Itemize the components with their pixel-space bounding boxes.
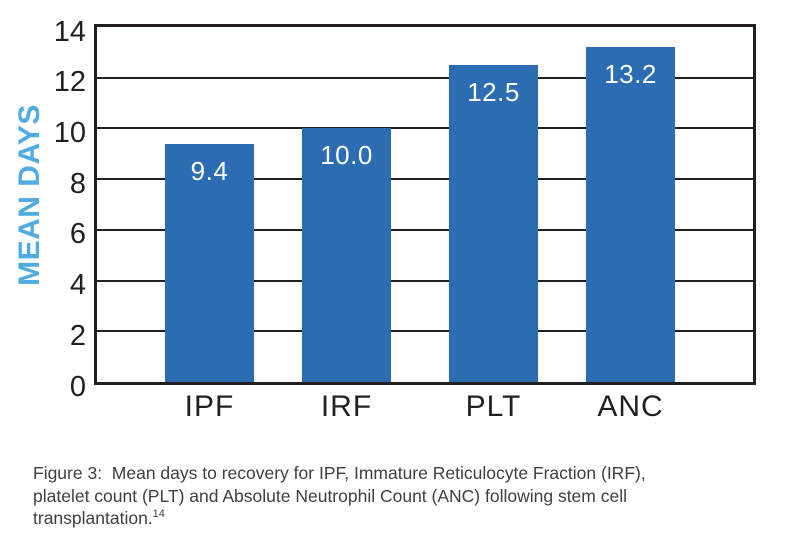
- bar-irf: 10.0: [302, 128, 391, 382]
- y-tick-label-6: 6: [69, 218, 86, 251]
- y-tick-label-12: 12: [53, 66, 86, 99]
- bar-value-label: 12.5: [467, 77, 520, 107]
- plot-area: 9.4 10.0 12.5 13.2: [94, 24, 756, 385]
- x-tick-label-anc: ANC: [597, 390, 664, 423]
- x-tick-label-ipf: IPF: [184, 390, 235, 423]
- x-tick-label-irf: IRF: [320, 390, 373, 423]
- y-tick-label-14: 14: [53, 15, 86, 48]
- y-tick-label-4: 4: [69, 269, 86, 302]
- caption-line-1: Figure 3: Mean days to recovery for IPF,…: [33, 463, 646, 483]
- gridline-y12: [97, 76, 753, 79]
- y-tick-label-2: 2: [69, 319, 86, 352]
- y-tick-label-8: 8: [69, 167, 86, 200]
- bar-value-label: 9.4: [190, 156, 229, 186]
- caption-line-3: transplantation.14: [33, 507, 773, 530]
- caption-footnote-ref: 14: [152, 508, 165, 521]
- x-tick-label-plt: PLT: [465, 390, 522, 423]
- figure-caption: Figure 3: Mean days to recovery for IPF,…: [33, 462, 773, 530]
- gridline-y2: [97, 330, 753, 333]
- gridline-y6: [97, 228, 753, 231]
- gridline-y8: [97, 178, 753, 181]
- bar-value-label: 10.0: [320, 140, 373, 170]
- bar-ipf: 9.4: [165, 144, 254, 382]
- bar-plt: 12.5: [449, 65, 538, 382]
- caption-line-2: platelet count (PLT) and Absolute Neutro…: [33, 485, 627, 506]
- bar-value-label: 13.2: [604, 59, 657, 89]
- y-tick-label-0: 0: [69, 370, 86, 403]
- gridline-y4: [97, 279, 753, 282]
- y-tick-label-10: 10: [53, 116, 86, 149]
- caption-line-3-text: transplantation.: [33, 508, 153, 528]
- gridline-y10: [97, 127, 753, 130]
- bar-anc: 13.2: [586, 47, 675, 382]
